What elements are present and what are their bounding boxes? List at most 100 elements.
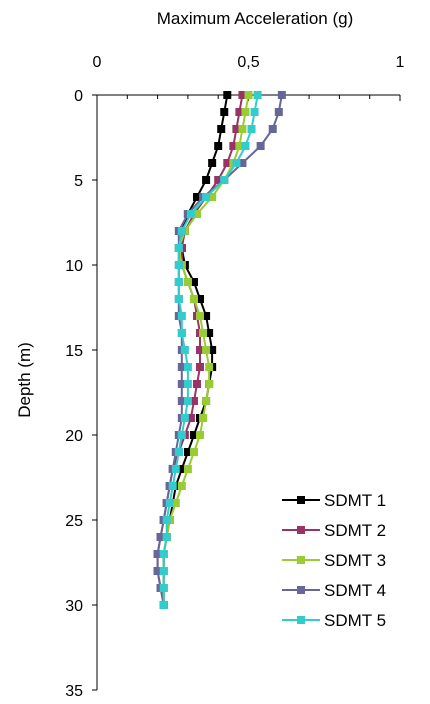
legend-marker [297, 526, 305, 534]
x-axis-title: Maximum Acceleration (g) [157, 9, 354, 28]
data-point [174, 295, 183, 303]
y-tick-label: 35 [65, 683, 83, 700]
data-point [174, 244, 183, 252]
data-point [162, 516, 171, 524]
data-point [208, 346, 217, 354]
data-point [202, 312, 211, 320]
data-point [189, 431, 198, 439]
data-point [189, 278, 198, 286]
legend-item: SDMT 1 [282, 491, 386, 510]
data-point [241, 142, 250, 150]
data-point [205, 363, 214, 371]
y-tick-label: 0 [74, 88, 83, 105]
legend-label: SDMT 4 [324, 581, 386, 600]
data-point [232, 159, 241, 167]
data-point [241, 108, 250, 116]
data-point [189, 295, 198, 303]
series-line [156, 94, 283, 606]
data-point [268, 125, 277, 133]
data-point [202, 397, 211, 405]
y-tick-label: 5 [74, 173, 83, 190]
data-point [202, 176, 211, 184]
data-point [189, 448, 198, 456]
data-point [223, 159, 232, 167]
data-point [202, 193, 211, 201]
data-point [196, 312, 205, 320]
data-point [238, 159, 247, 167]
data-point [196, 295, 205, 303]
x-tick-label: 0 [93, 54, 102, 71]
series-layer [153, 91, 286, 609]
data-point [180, 346, 189, 354]
data-point [235, 108, 244, 116]
series-4 [153, 91, 286, 609]
x-tick-label: 1 [396, 54, 405, 71]
data-point [196, 363, 205, 371]
data-point [177, 227, 186, 235]
data-point [159, 601, 168, 609]
data-point [235, 142, 244, 150]
y-tick-label: 30 [65, 598, 83, 615]
series-3 [159, 91, 253, 609]
legend-marker [297, 496, 305, 504]
series-line [162, 94, 229, 605]
data-point [174, 448, 183, 456]
data-point [238, 125, 247, 133]
data-point [177, 397, 186, 405]
data-point [174, 278, 183, 286]
data-point [177, 482, 186, 490]
data-point [177, 312, 186, 320]
data-point [183, 397, 192, 405]
data-point [177, 380, 186, 388]
data-point [196, 431, 205, 439]
data-point [180, 414, 189, 422]
data-point [171, 499, 180, 507]
data-point [220, 108, 229, 116]
x-tick-label: 0,5 [237, 54, 259, 71]
data-point [159, 550, 168, 558]
legend-label: SDMT 1 [324, 491, 386, 510]
data-point [165, 499, 174, 507]
legend-label: SDMT 2 [324, 521, 386, 540]
data-point [153, 567, 162, 575]
y-tick-label: 25 [65, 513, 83, 530]
legend-marker [297, 586, 305, 594]
legend-label: SDMT 5 [324, 611, 386, 630]
data-point [174, 261, 183, 269]
data-point [244, 91, 253, 99]
data-point [171, 465, 180, 473]
y-axis-title: Depth (m) [15, 342, 34, 418]
data-point [277, 91, 286, 99]
data-point [223, 91, 232, 99]
series-1 [159, 91, 232, 609]
data-point [183, 278, 192, 286]
data-point [177, 431, 186, 439]
data-point [177, 363, 186, 371]
data-point [162, 533, 171, 541]
data-point [189, 397, 198, 405]
data-point [177, 329, 186, 337]
data-point [205, 329, 214, 337]
legend-item: SDMT 4 [282, 581, 386, 600]
legend-item: SDMT 2 [282, 521, 386, 540]
data-point [159, 584, 168, 592]
data-point [192, 210, 201, 218]
data-point [232, 125, 241, 133]
data-point [256, 142, 265, 150]
data-point [205, 380, 214, 388]
data-point [183, 448, 192, 456]
y-tick-label: 10 [65, 258, 83, 275]
legend-label: SDMT 3 [324, 551, 386, 570]
series-5 [159, 91, 262, 609]
data-point [192, 380, 201, 388]
legend-item: SDMT 5 [282, 611, 386, 630]
data-point [199, 414, 208, 422]
y-tick-label: 20 [65, 428, 83, 445]
data-point [186, 210, 195, 218]
data-point [208, 193, 217, 201]
data-point [156, 533, 165, 541]
legend-marker [297, 556, 305, 564]
legend: SDMT 1 SDMT 2 SDMT 3 SDMT 4 SDMT 5 [282, 491, 386, 630]
